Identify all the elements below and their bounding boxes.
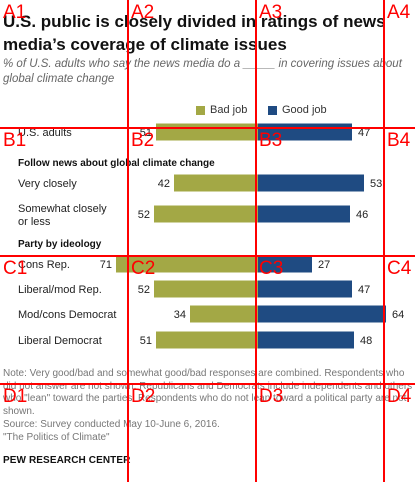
- grid-line-horizontal: [0, 383, 415, 385]
- bad-job-value: 51: [140, 335, 152, 347]
- grid-line-horizontal: [0, 127, 415, 129]
- grid-cell-label: A4: [387, 3, 410, 23]
- grid-cell-label: A1: [3, 3, 26, 23]
- row-label: Liberal/mod Rep.: [18, 284, 102, 296]
- legend-bad-job: Bad job: [196, 104, 247, 116]
- grid-line-vertical: [127, 0, 129, 482]
- grid-cell-label: C4: [387, 259, 411, 279]
- legend-good-swatch: [268, 106, 277, 115]
- grid-line-horizontal: [0, 255, 415, 257]
- grid-cell-label: B1: [3, 131, 26, 151]
- legend-bad-swatch: [196, 106, 205, 115]
- bad-job-bar: [174, 175, 258, 192]
- good-job-bar: [258, 281, 352, 298]
- bad-job-value: 52: [138, 209, 150, 221]
- row-label: or less: [18, 216, 51, 228]
- group-label: Follow news about global climate change: [18, 158, 215, 169]
- grid-cell-label: C2: [131, 259, 155, 279]
- bad-job-value: 42: [158, 178, 170, 190]
- good-job-value: 46: [356, 209, 368, 221]
- grid-cell-label: C3: [259, 259, 283, 279]
- good-job-value: 48: [360, 335, 372, 347]
- grid-cell-label: A2: [131, 3, 154, 23]
- chart-title: U.S. public is closely divided in rating…: [3, 10, 413, 56]
- grid-cell-label: D3: [259, 387, 283, 407]
- row-label: Very closely: [18, 178, 77, 190]
- group-label: Party by ideology: [18, 239, 102, 250]
- grid-cell-label: D1: [3, 387, 27, 407]
- row-label: Mod/cons Democrat: [18, 309, 116, 321]
- good-job-value: 53: [370, 178, 382, 190]
- legend-good-job: Good job: [268, 104, 327, 116]
- grid-cell-label: D4: [387, 387, 411, 407]
- legend-bad-label: Bad job: [210, 104, 247, 116]
- good-job-bar: [258, 175, 364, 192]
- grid-line-vertical: [383, 0, 385, 482]
- good-job-value: 64: [392, 309, 404, 321]
- good-job-bar: [258, 306, 386, 323]
- good-job-value: 27: [318, 259, 330, 271]
- grid-cell-label: D2: [131, 387, 155, 407]
- bad-job-value: 34: [174, 309, 186, 321]
- grid-cell-label: B3: [259, 131, 282, 151]
- brand-logo-text: PEW RESEARCH CENTER: [3, 455, 130, 466]
- grid-line-vertical: [255, 0, 257, 482]
- row-label: Liberal Democrat: [18, 335, 102, 347]
- chart-note: Note: Very good/bad and somewhat good/ba…: [3, 368, 413, 418]
- grid-cell-label: A3: [259, 3, 282, 23]
- bad-job-value: 71: [100, 259, 112, 271]
- bad-job-bar: [154, 206, 258, 223]
- report-title: "The Politics of Climate": [3, 432, 110, 445]
- grid-cell-label: C1: [3, 259, 27, 279]
- bad-job-value: 52: [138, 284, 150, 296]
- chart-subtitle: % of U.S. adults who say the news media …: [3, 57, 413, 87]
- bad-job-bar: [156, 332, 258, 349]
- chart-source: Source: Survey conducted May 10-June 6, …: [3, 419, 220, 432]
- good-job-bar: [258, 332, 354, 349]
- row-label: Somewhat closely: [18, 203, 107, 215]
- good-job-bar: [258, 206, 350, 223]
- bad-job-bar: [190, 306, 258, 323]
- grid-cell-label: B2: [131, 131, 154, 151]
- good-job-value: 47: [358, 284, 370, 296]
- legend-good-label: Good job: [282, 104, 327, 116]
- bad-job-bar: [154, 281, 258, 298]
- grid-cell-label: B4: [387, 131, 410, 151]
